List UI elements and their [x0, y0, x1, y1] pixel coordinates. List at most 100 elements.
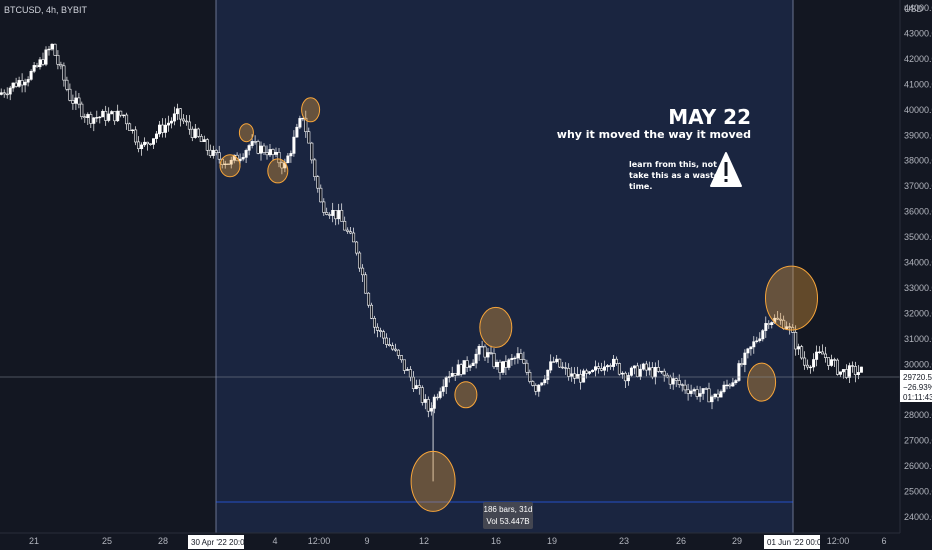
candle [134, 126, 138, 146]
candle [767, 320, 771, 329]
candle [193, 124, 197, 139]
candle [480, 340, 484, 348]
price-axis-label: 42000.0 [904, 54, 932, 64]
bar-countdown: 01:11:43 [903, 393, 932, 402]
time-axis-label: 12 [419, 536, 429, 546]
candle [444, 375, 448, 394]
candle [850, 361, 854, 373]
candle [372, 315, 376, 334]
candle [62, 62, 66, 87]
price-axis-label: 41000.0 [904, 79, 932, 89]
candle [555, 355, 559, 364]
candle [340, 203, 344, 222]
candle [707, 382, 711, 403]
candle [289, 150, 293, 163]
candle [474, 348, 478, 369]
candle [217, 145, 221, 164]
date-range-selection[interactable] [216, 0, 793, 533]
candle [764, 316, 768, 338]
price-axis-label: 38000.0 [904, 156, 932, 166]
candle [101, 109, 105, 118]
candle [817, 346, 821, 354]
annotation-subtitle: why it moved the way it moved [557, 128, 751, 141]
candle [704, 387, 708, 390]
candle [387, 337, 391, 347]
annotation-note-line-1: learn from this, not [629, 160, 717, 169]
candle [719, 389, 723, 398]
candle [525, 359, 529, 376]
candle [809, 365, 813, 374]
candle [495, 359, 499, 370]
price-axis-label: 26000.0 [904, 461, 932, 471]
highlight-circle [479, 306, 513, 348]
candle [80, 101, 84, 120]
candle [343, 216, 347, 231]
price-axis-label: 30000.0 [904, 359, 932, 369]
candle [0, 88, 3, 96]
candle [271, 148, 275, 160]
price-axis-label: 31000.0 [904, 334, 932, 344]
candle [68, 83, 72, 102]
candle [853, 361, 857, 383]
time-axis[interactable]: 21 25 28 4 12:00 9 12 16 19 23 26 29 12:00 6 30 Apr '2… [29, 535, 887, 549]
candle [489, 345, 493, 355]
candle [164, 118, 168, 138]
candle [832, 357, 836, 367]
highlight-circle [238, 123, 254, 143]
candle [734, 378, 738, 385]
candle [456, 359, 460, 376]
candle [155, 131, 159, 143]
candle [788, 322, 792, 335]
candle [349, 227, 353, 235]
candle [187, 115, 191, 135]
candle [125, 112, 129, 130]
candle [579, 369, 583, 390]
candle [146, 141, 150, 151]
candle [537, 384, 541, 397]
candle [680, 383, 684, 392]
candle [710, 394, 714, 410]
candle [617, 362, 621, 376]
candle [268, 144, 272, 157]
candle [405, 367, 409, 371]
candle [823, 346, 827, 363]
candle [549, 354, 553, 374]
time-axis-label: 12:00 [827, 536, 850, 546]
highlight-circle [301, 97, 321, 123]
candle [337, 203, 341, 225]
time-axis-label: 21 [29, 536, 39, 546]
time-axis-label: 6 [881, 536, 886, 546]
candle [190, 126, 194, 142]
price-axis-label: 32000.0 [904, 308, 932, 318]
candle [223, 160, 227, 169]
candlestick-series [0, 43, 863, 482]
candle [17, 76, 21, 88]
candle [414, 379, 418, 390]
time-axis-label: 16 [491, 536, 501, 546]
candle [806, 359, 810, 370]
candle [23, 78, 27, 93]
price-axis-label: 37000.0 [904, 181, 932, 191]
candle [29, 69, 33, 81]
candle [552, 356, 556, 363]
candle [770, 321, 774, 329]
candle [352, 227, 356, 243]
candle [812, 353, 816, 372]
candle [331, 202, 335, 223]
candle [384, 333, 388, 348]
candle [614, 356, 618, 366]
price-axis-label: 43000.0 [904, 29, 932, 39]
annotation-title: MAY 22 [668, 105, 751, 129]
candle [435, 393, 439, 401]
candle [393, 343, 397, 352]
candle [432, 394, 436, 414]
time-axis-marker: 01 Jun '22 00:00 [764, 535, 826, 549]
candle [229, 156, 233, 169]
price-axis[interactable]: 44000.0 43000.0 42000.0 41000.0 40000.0 39000… [904, 3, 932, 522]
candle [262, 143, 266, 155]
candle [358, 251, 362, 272]
candle [137, 136, 141, 153]
candle [20, 73, 24, 93]
candle [423, 394, 427, 410]
